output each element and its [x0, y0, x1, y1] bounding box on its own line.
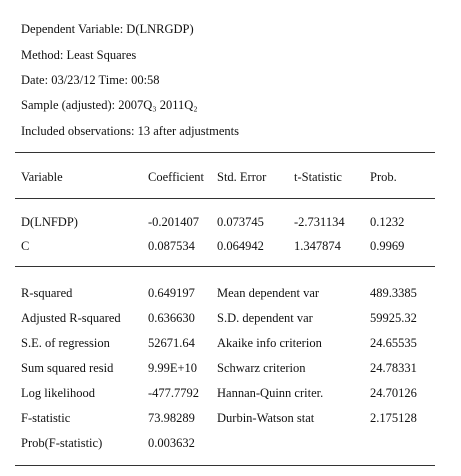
stat-value: 24.70126 — [370, 386, 417, 400]
stat-value: 24.78331 — [370, 361, 417, 375]
stat-value: 73.98289 — [148, 411, 195, 425]
table-cell: 0.9969 — [370, 239, 405, 253]
table-cell: 1.347874 — [294, 239, 341, 253]
stat-value: 2.175128 — [370, 411, 417, 425]
column-header: t-Statistic — [294, 170, 342, 184]
stat-value: 0.636630 — [148, 311, 195, 325]
rule — [15, 152, 435, 153]
table-cell: 0.087534 — [148, 239, 195, 253]
stat-label: Akaike info criterion — [217, 336, 322, 350]
header-line: Dependent Variable: D(LNRGDP) — [21, 22, 194, 36]
stat-label: Durbin-Watson stat — [217, 411, 315, 425]
variable-name: C — [21, 239, 30, 253]
header-line: Sample (adjusted): 2007Q₃ 2011Q₂ — [21, 98, 198, 112]
table-cell: -2.731134 — [294, 215, 345, 229]
stat-value: 0.003632 — [148, 436, 195, 450]
stat-value: 59925.32 — [370, 311, 417, 325]
table-cell: -0.201407 — [148, 215, 200, 229]
stat-value: -477.7792 — [148, 386, 200, 400]
table-cell: 0.073745 — [217, 215, 264, 229]
stat-value: 0.649197 — [148, 286, 195, 300]
column-header: Coefficient — [148, 170, 204, 184]
variable-name: D(LNFDP) — [21, 215, 78, 229]
stat-label: Schwarz criterion — [217, 361, 306, 375]
rule — [15, 465, 435, 466]
header-line: Date: 03/23/12 Time: 00:58 — [21, 73, 160, 87]
stat-label: Adjusted R-squared — [21, 311, 121, 325]
table-cell: 0.1232 — [370, 215, 405, 229]
stat-label: S.D. dependent var — [217, 311, 313, 325]
rule — [15, 198, 435, 199]
rule — [15, 266, 435, 267]
stat-label: Sum squared resid — [21, 361, 114, 375]
stat-label: Prob(F-statistic) — [21, 436, 103, 450]
header-line: Method: Least Squares — [21, 48, 137, 62]
stat-label: F-statistic — [21, 411, 71, 425]
stat-label: Mean dependent var — [217, 286, 320, 300]
column-header: Prob. — [370, 170, 397, 184]
column-header: Std. Error — [217, 170, 267, 184]
stat-label: S.E. of regression — [21, 336, 110, 350]
header-line: Included observations: 13 after adjustme… — [21, 124, 239, 138]
stat-value: 52671.64 — [148, 336, 195, 350]
stat-label: R-squared — [21, 286, 73, 300]
column-header: Variable — [21, 170, 63, 184]
stat-value: 489.3385 — [370, 286, 417, 300]
stat-value: 9.99E+10 — [148, 361, 198, 375]
stat-label: Log likelihood — [21, 386, 95, 400]
table-cell: 0.064942 — [217, 239, 264, 253]
stat-label: Hannan-Quinn criter. — [217, 386, 324, 400]
stat-value: 24.65535 — [370, 336, 417, 350]
